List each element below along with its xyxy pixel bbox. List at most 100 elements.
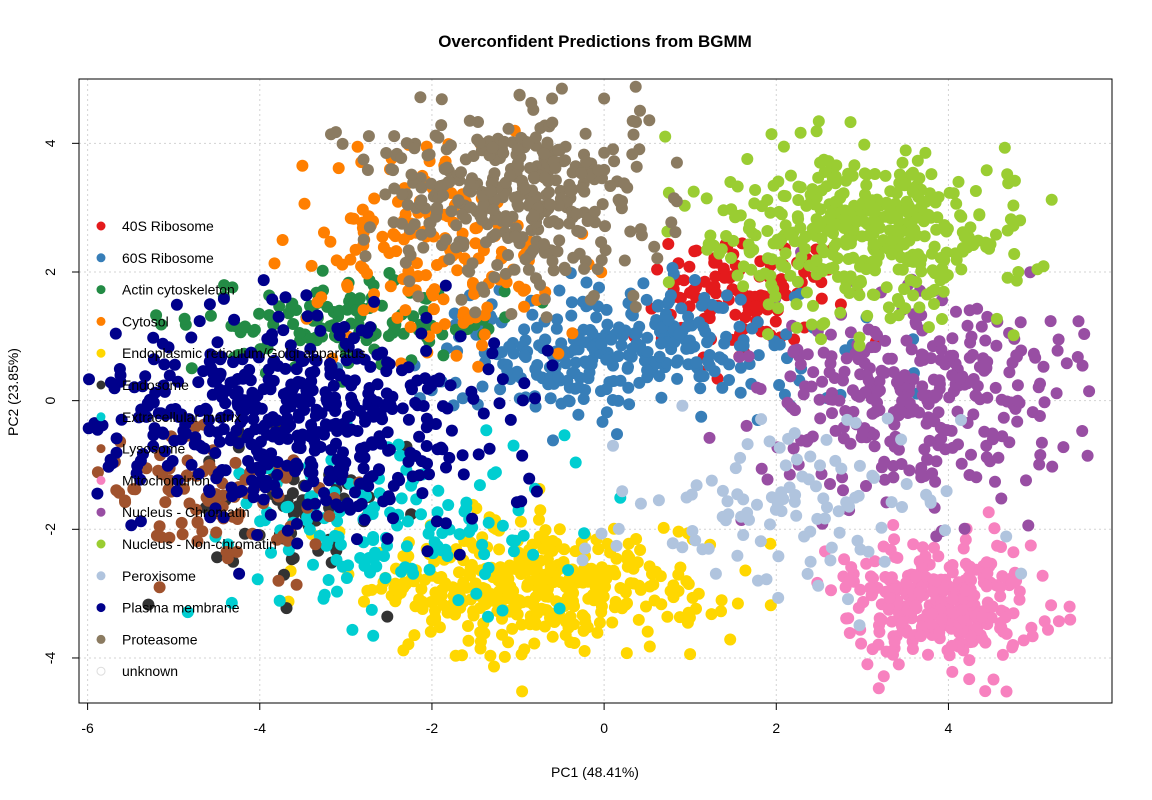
data-point (668, 192, 680, 205)
data-point (356, 203, 369, 216)
data-point (357, 233, 370, 246)
data-point (332, 531, 345, 543)
data-point (814, 412, 827, 425)
data-point (396, 402, 409, 415)
data-point (1004, 213, 1017, 226)
data-point (347, 212, 360, 225)
data-point (920, 417, 933, 430)
data-point (873, 375, 886, 388)
data-point (861, 309, 874, 322)
y-axis-label: PC2 (23.85%) (5, 348, 21, 436)
data-point (527, 209, 540, 222)
data-point (616, 485, 629, 498)
data-point (963, 304, 976, 317)
data-point (251, 573, 264, 586)
data-point (402, 413, 415, 426)
data-point (715, 243, 728, 256)
data-point (670, 156, 683, 169)
data-point (664, 289, 677, 302)
data-point (921, 453, 934, 466)
data-point (506, 585, 519, 598)
data-point (291, 537, 304, 550)
data-point (254, 465, 267, 478)
data-point (704, 229, 717, 242)
data-point (662, 238, 675, 250)
data-point (304, 332, 316, 345)
data-point (439, 517, 452, 530)
data-point (421, 382, 434, 395)
data-point (579, 127, 592, 140)
data-point (687, 185, 700, 198)
data-point (629, 80, 642, 93)
data-point (824, 393, 836, 406)
data-point (588, 205, 601, 218)
data-point (203, 355, 216, 368)
data-point (321, 395, 334, 408)
data-point (748, 197, 761, 210)
data-point (514, 515, 527, 528)
data-point (662, 276, 675, 289)
data-point (546, 630, 559, 643)
data-point (852, 353, 865, 366)
data-point (678, 274, 690, 287)
data-point (655, 337, 668, 350)
data-point (415, 508, 427, 521)
data-point (159, 496, 172, 509)
data-point (576, 576, 589, 589)
data-point (741, 438, 754, 451)
data-point (772, 550, 785, 563)
data-point (882, 352, 895, 365)
data-point (553, 234, 566, 247)
data-point (929, 575, 942, 588)
data-point (265, 546, 277, 559)
data-point (816, 263, 829, 276)
data-point (420, 344, 433, 357)
data-point (973, 360, 986, 373)
data-point (875, 614, 888, 627)
data-point (709, 567, 722, 580)
data-point (600, 406, 613, 419)
data-point (318, 588, 331, 601)
data-point (705, 298, 718, 311)
data-point (336, 468, 349, 480)
data-point (218, 279, 231, 292)
data-point (392, 438, 405, 451)
data-point (729, 462, 742, 475)
data-point (989, 381, 1002, 394)
data-point (511, 365, 524, 378)
data-point (1078, 328, 1091, 340)
data-point (900, 334, 913, 347)
data-point (264, 508, 277, 521)
data-point (383, 267, 396, 279)
legend-item: Nucleus - Non-chromatin (96, 536, 277, 552)
data-point (853, 459, 866, 472)
data-point (754, 535, 767, 548)
data-point (765, 491, 778, 504)
data-point (192, 376, 205, 389)
data-point (222, 409, 235, 421)
legend-label: Endosome (122, 377, 189, 393)
data-point (424, 225, 437, 238)
data-point (632, 613, 645, 626)
data-point (429, 604, 441, 617)
data-point (423, 563, 436, 576)
data-point (333, 369, 346, 382)
data-point (403, 275, 416, 288)
data-point (547, 264, 560, 277)
data-point (473, 136, 486, 149)
data-point (157, 379, 170, 392)
data-point (818, 317, 831, 330)
data-point (104, 376, 117, 389)
x-tick-label: 2 (772, 720, 780, 736)
data-point (241, 431, 254, 444)
data-point (400, 540, 413, 553)
data-point (555, 337, 568, 350)
data-point (106, 457, 119, 470)
data-point (401, 198, 414, 211)
data-point (840, 612, 853, 625)
data-point (305, 375, 318, 388)
data-point (591, 626, 604, 639)
data-point (444, 379, 457, 392)
data-point (853, 339, 866, 352)
data-point (423, 468, 435, 481)
